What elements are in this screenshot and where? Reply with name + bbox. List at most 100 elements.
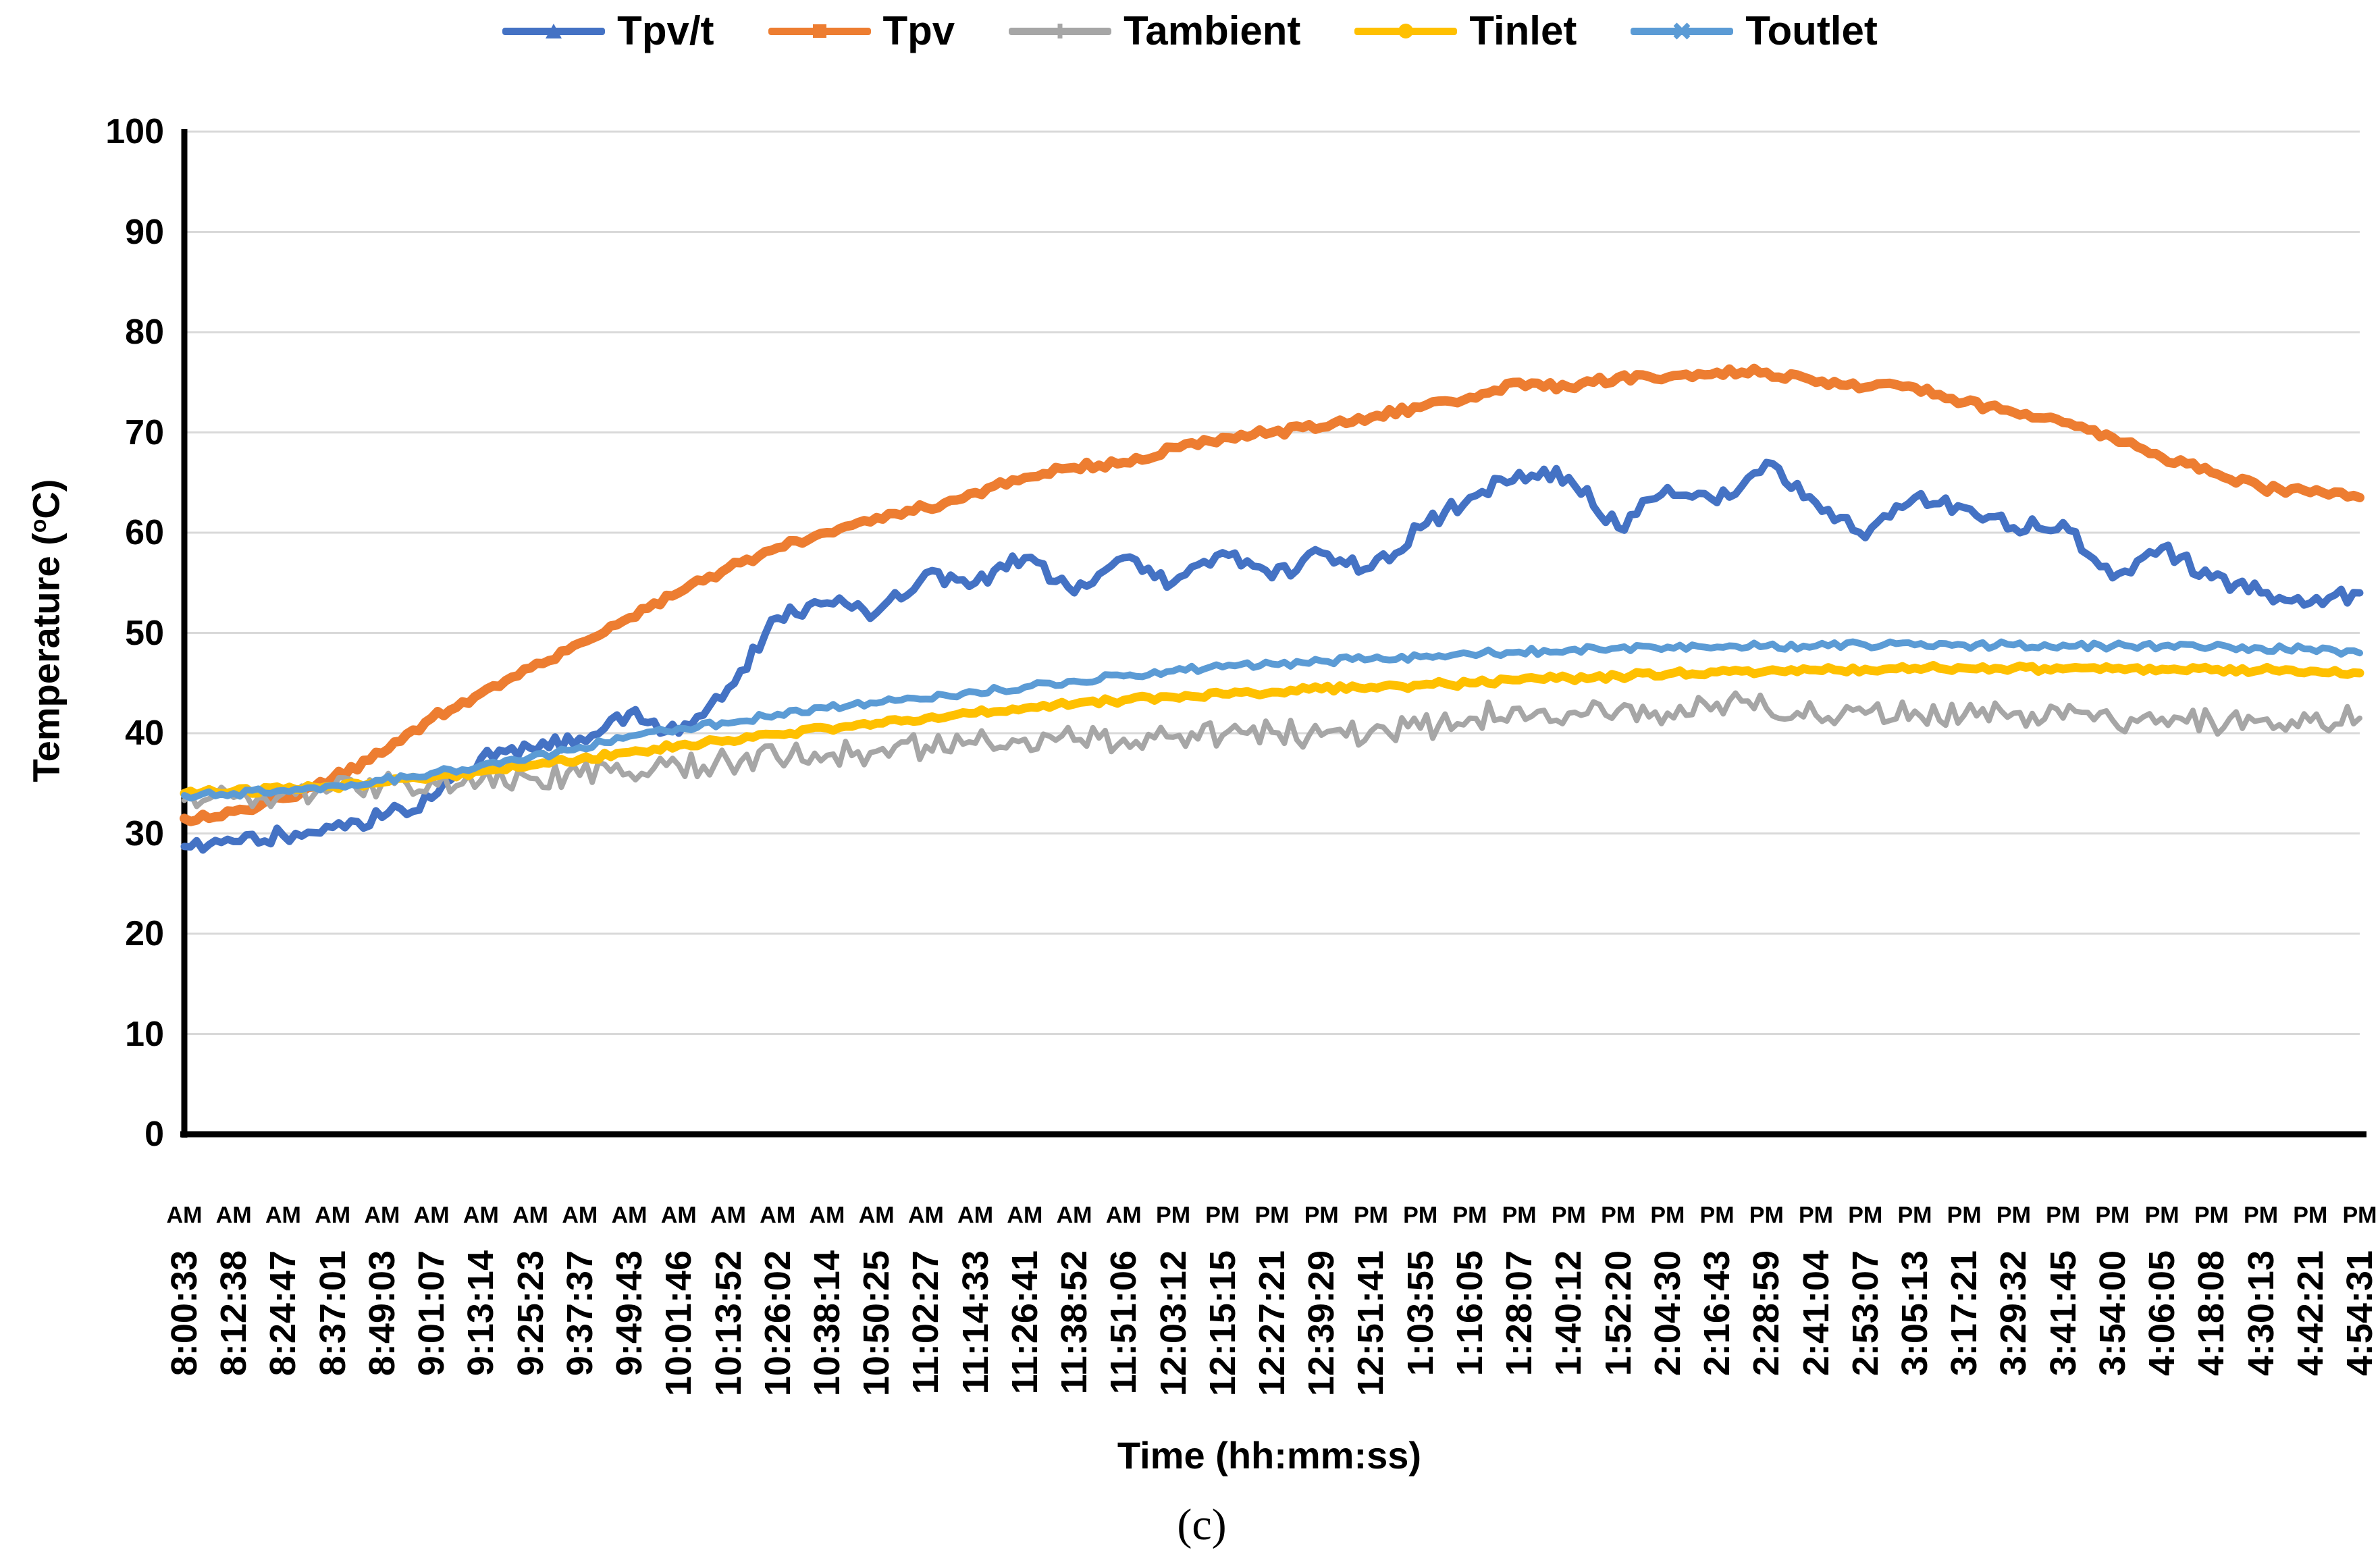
x-meridiem-label: PM bbox=[2194, 1202, 2229, 1228]
x-meridiem-label: PM bbox=[1947, 1202, 1982, 1228]
x-time-label: 3:29:32 bbox=[1993, 1250, 2034, 1377]
x-time-label: 4:54:31 bbox=[2339, 1250, 2380, 1377]
x-time-label: 8:00:33 bbox=[164, 1250, 205, 1377]
x-meridiem-label: AM bbox=[1007, 1202, 1043, 1228]
x-time-label: 8:49:03 bbox=[361, 1250, 402, 1377]
x-meridiem-label: PM bbox=[2244, 1202, 2279, 1228]
x-meridiem-label: AM bbox=[760, 1202, 796, 1228]
x-time-label: 4:30:13 bbox=[2240, 1250, 2281, 1377]
x-meridiem-label: PM bbox=[1156, 1202, 1191, 1228]
x-meridiem-label: PM bbox=[1403, 1202, 1438, 1228]
x-meridiem-label: AM bbox=[265, 1202, 301, 1228]
x-meridiem-label: AM bbox=[809, 1202, 845, 1228]
x-meridiem-label: AM bbox=[858, 1202, 895, 1228]
x-meridiem-label: PM bbox=[1551, 1202, 1586, 1228]
series-line-tpv-t bbox=[180, 458, 2364, 854]
x-time-label: 10:26:02 bbox=[757, 1250, 798, 1397]
x-meridiem-label: AM bbox=[710, 1202, 746, 1228]
x-meridiem-label: PM bbox=[2046, 1202, 2081, 1228]
triangle-marker-shape bbox=[546, 24, 562, 38]
y-tick-label: 30 bbox=[125, 814, 164, 853]
x-axis-title: Time (hh:mm:ss) bbox=[1117, 1434, 1422, 1477]
x-time-label: 1:16:05 bbox=[1449, 1250, 1490, 1377]
x-time-label: 9:01:07 bbox=[411, 1250, 452, 1377]
x-time-label: 8:37:01 bbox=[312, 1250, 353, 1377]
x-meridiem-label: PM bbox=[1749, 1202, 1784, 1228]
legend-item-tinlet: Tinlet bbox=[1354, 11, 1577, 51]
x-time-label: 12:03:12 bbox=[1153, 1250, 1194, 1397]
y-tick-label: 50 bbox=[125, 613, 164, 653]
x-meridiem-label: AM bbox=[1105, 1202, 1142, 1228]
x-time-label: 2:04:30 bbox=[1647, 1250, 1688, 1377]
legend-line-tambient bbox=[1009, 24, 1112, 38]
x-time-label: 9:13:14 bbox=[460, 1250, 502, 1377]
x-meridiem-label: AM bbox=[413, 1202, 450, 1228]
x-meridiem-label: PM bbox=[1452, 1202, 1487, 1228]
x-meridiem-label: PM bbox=[2144, 1202, 2179, 1228]
y-axis-title-suffix: C) bbox=[24, 479, 68, 519]
y-tick-label: 10 bbox=[125, 1014, 164, 1054]
legend-label-toutlet: Toutlet bbox=[1745, 8, 1878, 53]
x-meridiem-label: PM bbox=[1304, 1202, 1339, 1228]
x-meridiem-label: PM bbox=[2293, 1202, 2328, 1228]
legend-item-tpv: Tpv bbox=[768, 11, 955, 51]
legend-line-tpv-t bbox=[502, 24, 606, 38]
y-tick-label: 20 bbox=[125, 914, 164, 953]
y-tick-label: 90 bbox=[125, 212, 164, 252]
y-tick-label: 40 bbox=[125, 714, 164, 753]
x-meridiem-label: AM bbox=[660, 1202, 697, 1228]
series-line-toutlet bbox=[181, 638, 2363, 802]
legend-line-tinlet bbox=[1354, 24, 1458, 38]
x-time-label: 4:42:21 bbox=[2290, 1250, 2331, 1377]
x-meridiem-label: PM bbox=[2342, 1202, 2377, 1228]
x-meridiem-label: PM bbox=[1502, 1202, 1537, 1228]
x-time-label: 2:28:59 bbox=[1746, 1250, 1787, 1377]
y-axis-title: Temperature (oC) bbox=[20, 428, 68, 833]
x-meridiem-label: PM bbox=[1353, 1202, 1388, 1228]
x-meridiem-label: AM bbox=[462, 1202, 499, 1228]
x-meridiem-label: AM bbox=[215, 1202, 252, 1228]
legend-line-tpv bbox=[768, 24, 871, 38]
series-line-tpv bbox=[180, 363, 2364, 826]
x-meridiem-label: AM bbox=[611, 1202, 647, 1228]
legend-label-tpv: Tpv bbox=[882, 8, 955, 53]
x-time-label: 3:05:13 bbox=[1894, 1250, 1935, 1377]
y-tick-label: 0 bbox=[144, 1115, 164, 1154]
x-marker-icon bbox=[1673, 22, 1691, 40]
x-time-label: 3:54:00 bbox=[2092, 1250, 2133, 1377]
y-axis-title-sup: o bbox=[26, 519, 51, 533]
x-time-label: 10:38:14 bbox=[806, 1250, 847, 1397]
series-line-tinlet bbox=[180, 661, 2364, 799]
x-time-label: 2:41:04 bbox=[1795, 1250, 1836, 1377]
x-time-label: 3:41:45 bbox=[2042, 1250, 2084, 1377]
x-meridiem-label: AM bbox=[512, 1202, 549, 1228]
x-time-label: 12:39:29 bbox=[1301, 1250, 1342, 1397]
x-meridiem-label: PM bbox=[1601, 1202, 1636, 1228]
plus-marker-shape bbox=[1053, 24, 1068, 38]
square-marker-shape bbox=[812, 24, 826, 38]
x-meridiem-label: PM bbox=[1996, 1202, 2031, 1228]
circle-marker-shape bbox=[1398, 24, 1414, 38]
circle-marker-icon bbox=[1398, 24, 1414, 38]
x-meridiem-label: PM bbox=[1650, 1202, 1685, 1228]
x-time-label: 2:53:07 bbox=[1845, 1250, 1886, 1377]
x-time-label: 4:18:08 bbox=[2191, 1250, 2232, 1377]
square-marker-icon bbox=[812, 24, 826, 38]
x-meridiem-label: AM bbox=[907, 1202, 944, 1228]
x-meridiem-label: PM bbox=[1205, 1202, 1240, 1228]
x-meridiem-label: PM bbox=[1897, 1202, 1932, 1228]
x-time-label: 10:13:52 bbox=[708, 1250, 749, 1397]
x-time-label: 10:50:25 bbox=[856, 1250, 897, 1397]
x-time-label: 1:03:55 bbox=[1400, 1250, 1441, 1377]
x-meridiem-label: AM bbox=[562, 1202, 598, 1228]
x-time-label: 10:01:46 bbox=[658, 1250, 699, 1397]
legend-label-tambient: Tambient bbox=[1123, 8, 1301, 53]
x-meridiem-label: PM bbox=[2095, 1202, 2130, 1228]
x-time-label: 11:38:52 bbox=[1054, 1250, 1095, 1395]
x-time-label: 1:40:12 bbox=[1548, 1250, 1589, 1377]
x-meridiem-label: AM bbox=[364, 1202, 400, 1228]
x-time-label: 11:14:33 bbox=[955, 1250, 996, 1395]
x-time-label: 2:16:43 bbox=[1697, 1250, 1738, 1377]
